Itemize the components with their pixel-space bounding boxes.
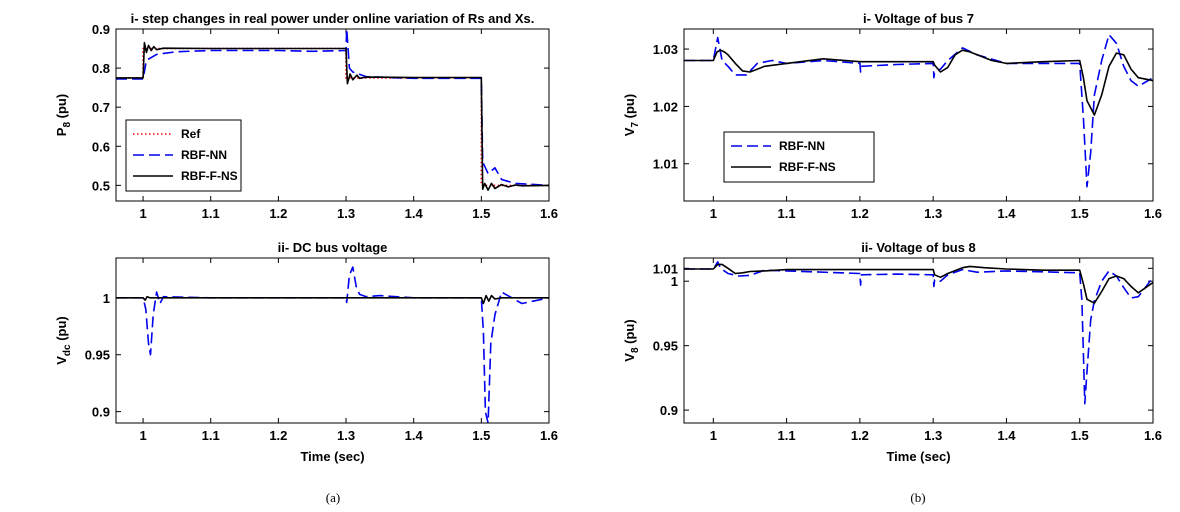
axes-frame (683, 257, 1154, 424)
x-tick-label: 1.2 (851, 428, 869, 443)
y-tick-label: 0.9 (92, 405, 110, 420)
caption-b: (b) (910, 490, 925, 505)
x-tick-label: 1 (710, 428, 717, 443)
x-tick-label: 1.4 (997, 206, 1016, 221)
y-tick-label: 1 (103, 291, 110, 306)
legend-label: RBF-F-NS (779, 160, 836, 174)
series-line-rbf-nn (684, 33, 1153, 188)
x-tick-label: 1.2 (269, 206, 287, 221)
x-tick-label: 1.5 (472, 206, 490, 221)
panel-vdc: 1 1.1 1.2 1.3 1.4 1.5 1.6 0.9 0.95 1 ii- DC bus vo… (54, 240, 558, 464)
series-line-rbf-f-ns (684, 49, 1153, 116)
y-axis-label: Vdc (pu) (54, 316, 73, 365)
y-axis-label: V7 (pu) (622, 94, 641, 136)
series-line-rbf-f-ns (116, 41, 549, 191)
series-line-rbf-nn (116, 266, 549, 423)
axes-frame (115, 28, 550, 202)
x-tick-label: 1.1 (202, 206, 220, 221)
x-tick-label: 1.5 (1071, 206, 1089, 221)
axes-frame (683, 28, 1154, 202)
x-tick-label: 1 (139, 428, 146, 443)
legend-label: Ref (181, 127, 201, 141)
x-tick-label: 1.6 (1144, 206, 1162, 221)
y-tick-label: 1 (671, 274, 678, 289)
x-tick-label: 1.2 (269, 428, 287, 443)
x-tick-label: 1.6 (1144, 428, 1162, 443)
x-tick-label: 1.6 (540, 428, 558, 443)
y-tick-label: 0.95 (653, 339, 678, 354)
x-tick-label: 1.5 (472, 428, 490, 443)
x-tick-label: 1 (139, 206, 146, 221)
x-tick-label: 1.3 (337, 206, 355, 221)
y-axis-label: V8 (pu) (622, 319, 641, 361)
y-tick-label: 0.9 (92, 22, 110, 37)
x-tick-label: 1.1 (202, 428, 220, 443)
x-tick-label: 1.1 (778, 428, 796, 443)
legend-box (125, 119, 242, 192)
axes-frame (115, 257, 550, 424)
x-tick-label: 1.4 (405, 428, 424, 443)
y-axis-label: P8 (pu) (54, 94, 73, 136)
y-tick-label: 0.9 (660, 403, 678, 418)
panel-v7: 1 1.1 1.2 1.3 1.4 1.5 1.6 1.01 1.02 1.03 i- Voltag… (622, 11, 1162, 221)
chart-title: i- Voltage of bus 7 (863, 11, 974, 26)
x-tick-label: 1.3 (337, 428, 355, 443)
series-group (684, 33, 1153, 188)
legend-label: RBF-NN (181, 148, 227, 162)
x-tick-label: 1.3 (924, 206, 942, 221)
plot-area (116, 258, 549, 423)
series-line-rbf-f-ns (116, 294, 549, 305)
x-axis-label: Time (sec) (300, 449, 364, 464)
legend-label: RBF-NN (779, 139, 825, 153)
y-tick-label: 0.8 (92, 61, 110, 76)
caption-a: (a) (326, 490, 340, 505)
x-tick-label: 1.3 (924, 428, 942, 443)
chart-title: i- step changes in real power under onli… (131, 11, 535, 26)
legend-box (723, 131, 875, 183)
x-tick-label: 1.5 (1071, 428, 1089, 443)
y-tick-label: 0.95 (85, 348, 110, 363)
legend-label: RBF-F-NS (181, 169, 238, 183)
plot-area (684, 258, 1153, 423)
series-group (116, 29, 549, 191)
series-line-rbf-nn (116, 29, 549, 187)
x-tick-label: 1.6 (540, 206, 558, 221)
y-tick-label: 0.7 (92, 100, 110, 115)
y-tick-label: 1.01 (653, 157, 678, 172)
x-tick-label: 1 (710, 206, 717, 221)
series-line-rbf-nn (684, 261, 1153, 405)
series-group (684, 261, 1153, 405)
series-group (116, 266, 549, 423)
y-tick-label: 1.02 (653, 99, 678, 114)
x-axis-label: Time (sec) (886, 449, 950, 464)
panel-p8: 1 1.1 1.2 1.3 1.4 1.5 1.6 0.5 0.6 0.7 0.8 0.9 i- ste… (54, 11, 558, 221)
x-tick-label: 1.4 (405, 206, 424, 221)
series-line-rbf-f-ns (684, 263, 1153, 304)
y-tick-label: 1.01 (653, 261, 678, 276)
x-tick-label: 1.1 (778, 206, 796, 221)
x-tick-label: 1.2 (851, 206, 869, 221)
x-tick-label: 1.4 (997, 428, 1016, 443)
y-tick-label: 0.5 (92, 178, 110, 193)
chart-title: ii- DC bus voltage (278, 240, 388, 255)
y-tick-label: 0.6 (92, 139, 110, 154)
y-tick-label: 1.03 (653, 42, 678, 57)
chart-title: ii- Voltage of bus 8 (861, 240, 976, 255)
